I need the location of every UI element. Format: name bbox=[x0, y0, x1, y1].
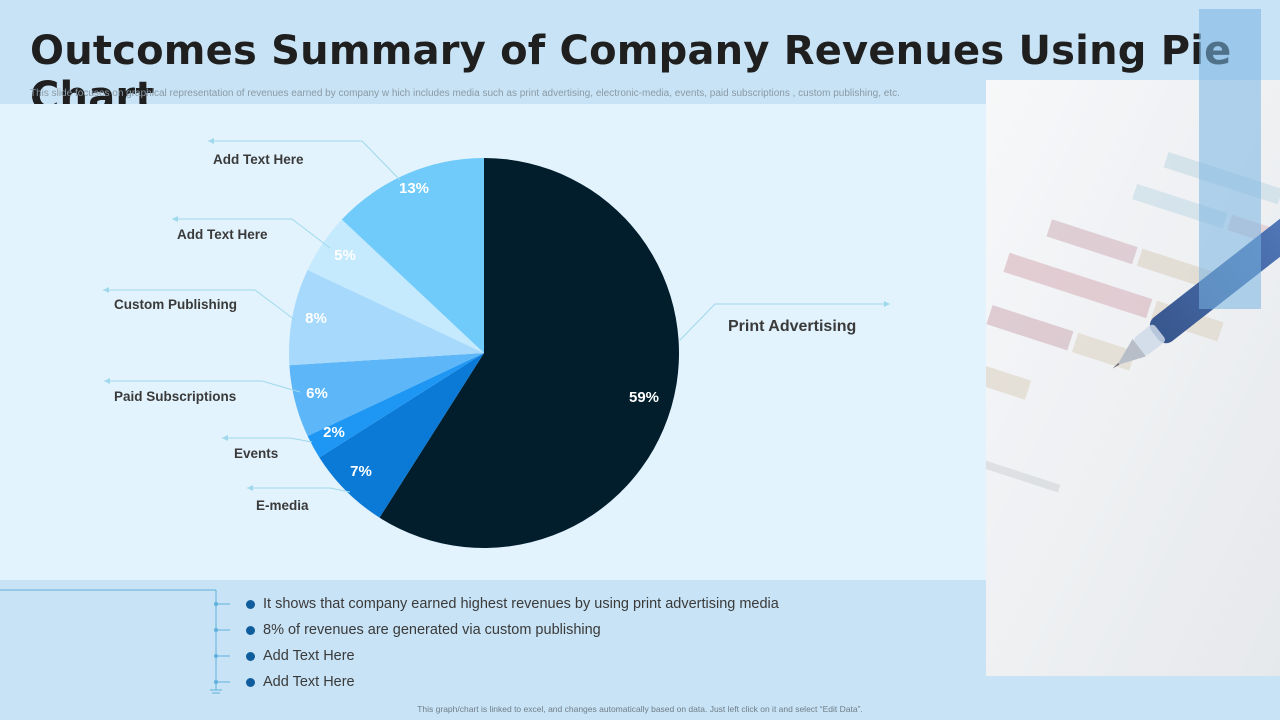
summary-note: 8% of revenues are generated via custom … bbox=[246, 620, 601, 640]
leader-line bbox=[103, 289, 296, 321]
pie-slice bbox=[307, 219, 484, 353]
bullet-dot-icon bbox=[246, 677, 255, 687]
bullet-dot-icon bbox=[246, 625, 255, 635]
slice-label: Events bbox=[234, 446, 278, 461]
data-label: 7% bbox=[350, 463, 372, 480]
bullet-dot-icon bbox=[246, 651, 255, 661]
decorative-rectangle bbox=[1199, 9, 1261, 309]
leader-arrow-icon bbox=[172, 216, 178, 222]
summary-notes: It shows that company earned highest rev… bbox=[0, 580, 986, 696]
pie-slice bbox=[289, 353, 484, 437]
slide-subtitle: This slide focuses on graphical represen… bbox=[30, 88, 900, 99]
summary-note-text: 8% of revenues are generated via custom … bbox=[263, 622, 601, 638]
leader-arrow-icon bbox=[104, 378, 110, 384]
leader-arrow-icon bbox=[103, 287, 109, 293]
leader-line bbox=[208, 140, 401, 181]
slice-label: E-media bbox=[256, 498, 309, 513]
leader-line bbox=[104, 380, 301, 393]
data-label: 6% bbox=[306, 385, 328, 402]
data-label: 13% bbox=[399, 180, 429, 197]
pie-chart: Print Advertising 59% E-media 7% Events 2% Pai… bbox=[103, 138, 890, 548]
leader-line bbox=[222, 437, 313, 443]
summary-note-text: Add Text Here bbox=[263, 674, 355, 690]
bullet-dot-icon bbox=[246, 599, 255, 609]
summary-note: It shows that company earned highest rev… bbox=[246, 594, 779, 614]
slice-label: Add Text Here bbox=[213, 152, 304, 167]
leader-line bbox=[679, 303, 890, 341]
pie-slice bbox=[288, 269, 484, 366]
leader-arrow-icon bbox=[222, 435, 228, 441]
summary-note: Add Text Here bbox=[246, 646, 355, 666]
slide-title: Outcomes Summary of Company Revenues Usi… bbox=[30, 28, 1232, 120]
leader-line bbox=[172, 218, 331, 249]
data-label: 5% bbox=[334, 247, 356, 264]
data-label: 59% bbox=[629, 389, 659, 406]
slice-label: Print Advertising bbox=[728, 318, 856, 335]
slice-label: Add Text Here bbox=[177, 227, 268, 242]
pie-slice bbox=[379, 158, 680, 548]
summary-note-text: It shows that company earned highest rev… bbox=[263, 596, 779, 612]
summary-note-text: Add Text Here bbox=[263, 648, 355, 664]
summary-note: Add Text Here bbox=[246, 672, 355, 692]
footer-note: This graph/chart is linked to excel, and… bbox=[417, 704, 863, 714]
leader-arrow-icon bbox=[208, 138, 214, 144]
slice-label: Paid Subscriptions bbox=[114, 389, 236, 404]
slice-label: Custom Publishing bbox=[114, 297, 237, 312]
data-label: 8% bbox=[305, 310, 327, 327]
pie-slice bbox=[307, 353, 484, 458]
data-label: 2% bbox=[323, 424, 345, 441]
pie-slice bbox=[319, 353, 484, 518]
leader-arrow-icon bbox=[884, 301, 890, 307]
leader-line bbox=[247, 487, 351, 493]
pie-slice bbox=[341, 158, 484, 353]
leader-arrow-icon bbox=[247, 485, 253, 491]
